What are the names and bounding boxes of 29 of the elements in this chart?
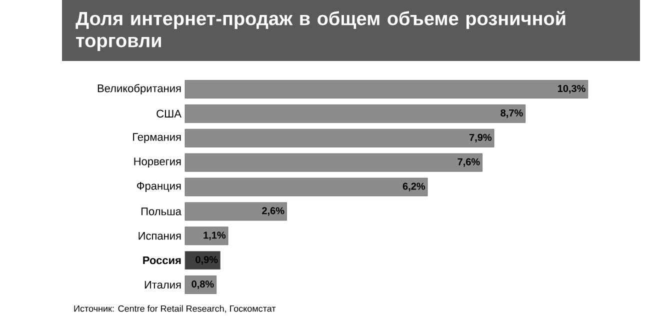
bar (184, 153, 482, 172)
chart-title: Доля интернет-продаж в общем объеме розничной торговли (76, 10, 566, 52)
data-label: 7,9% (469, 134, 492, 142)
y-tick-label: США (156, 110, 182, 118)
data-label: 0,8% (192, 280, 214, 290)
data-label: 6,2% (402, 182, 426, 192)
y-tick-label: Великобритания (98, 84, 181, 94)
y-tick-label: Испания (138, 232, 181, 240)
data-label: 2,6% (262, 207, 284, 216)
y-tick-label: Россия (143, 256, 181, 264)
y-tick-label: Франция (137, 182, 181, 192)
data-label: 0,9% (196, 256, 218, 265)
bar (184, 276, 216, 294)
y-tick-label: Германия (133, 133, 181, 144)
bar (184, 226, 228, 246)
bar (184, 251, 220, 270)
y-tick-label: Норвегия (134, 158, 181, 168)
data-label: 8,7% (500, 109, 523, 118)
data-label: 1,1% (204, 232, 226, 240)
bar (184, 104, 526, 123)
data-label: 10,3% (558, 84, 586, 94)
y-tick-label: Италия (144, 280, 181, 289)
bar (184, 128, 494, 148)
bar (184, 202, 287, 221)
bar (184, 178, 428, 196)
text: Источник: Centre for Retail Research, Госкомстат (74, 305, 276, 313)
bar (184, 80, 588, 98)
data-label: 7,6% (458, 158, 480, 167)
y-tick-label: Польша (141, 208, 182, 216)
